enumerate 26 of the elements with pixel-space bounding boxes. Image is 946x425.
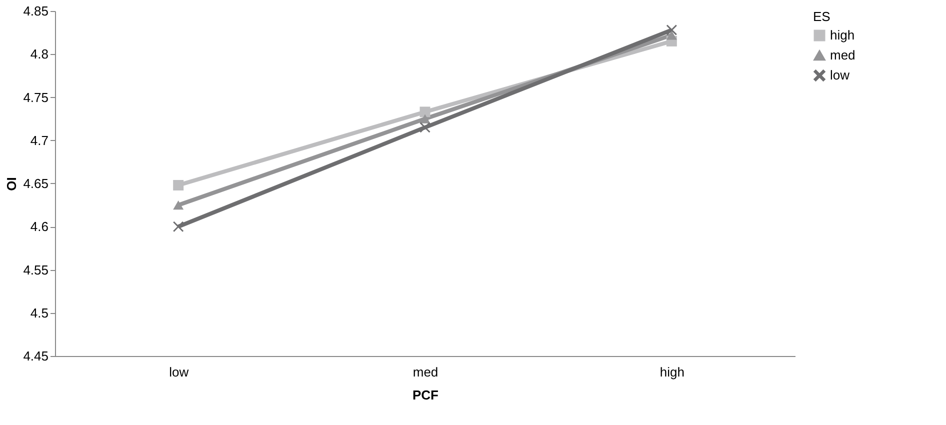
point (666, 30, 677, 40)
point (420, 122, 430, 133)
point (173, 200, 184, 210)
y-tick-label: 4.85 (23, 4, 48, 18)
y-tick-label: 4.6 (30, 219, 48, 234)
x-tick-label: low (169, 364, 190, 380)
point (173, 221, 184, 232)
legend-label: med (830, 48, 856, 62)
legend-label: low (830, 68, 850, 82)
y-tick-label: 4.75 (23, 90, 48, 105)
legend-label: high (830, 28, 855, 42)
y-tick-label: 4.55 (23, 262, 48, 278)
y-tick-label: 4.5 (30, 305, 48, 320)
y-tick-label: 4.45 (23, 348, 48, 364)
y-tick-label: 4.65 (23, 176, 48, 191)
legend-title: ES (813, 9, 831, 24)
point (420, 114, 430, 124)
y-tick-label: 4.7 (30, 132, 48, 148)
x-axis-title: PCF (412, 388, 439, 402)
point (420, 106, 430, 118)
y-axis-title: OI (4, 177, 20, 191)
x-tick-label: high (660, 364, 684, 380)
y-tick-label: 4.8 (30, 46, 48, 62)
x-tick-label: med (412, 364, 438, 380)
point (173, 180, 184, 190)
point (666, 24, 677, 36)
